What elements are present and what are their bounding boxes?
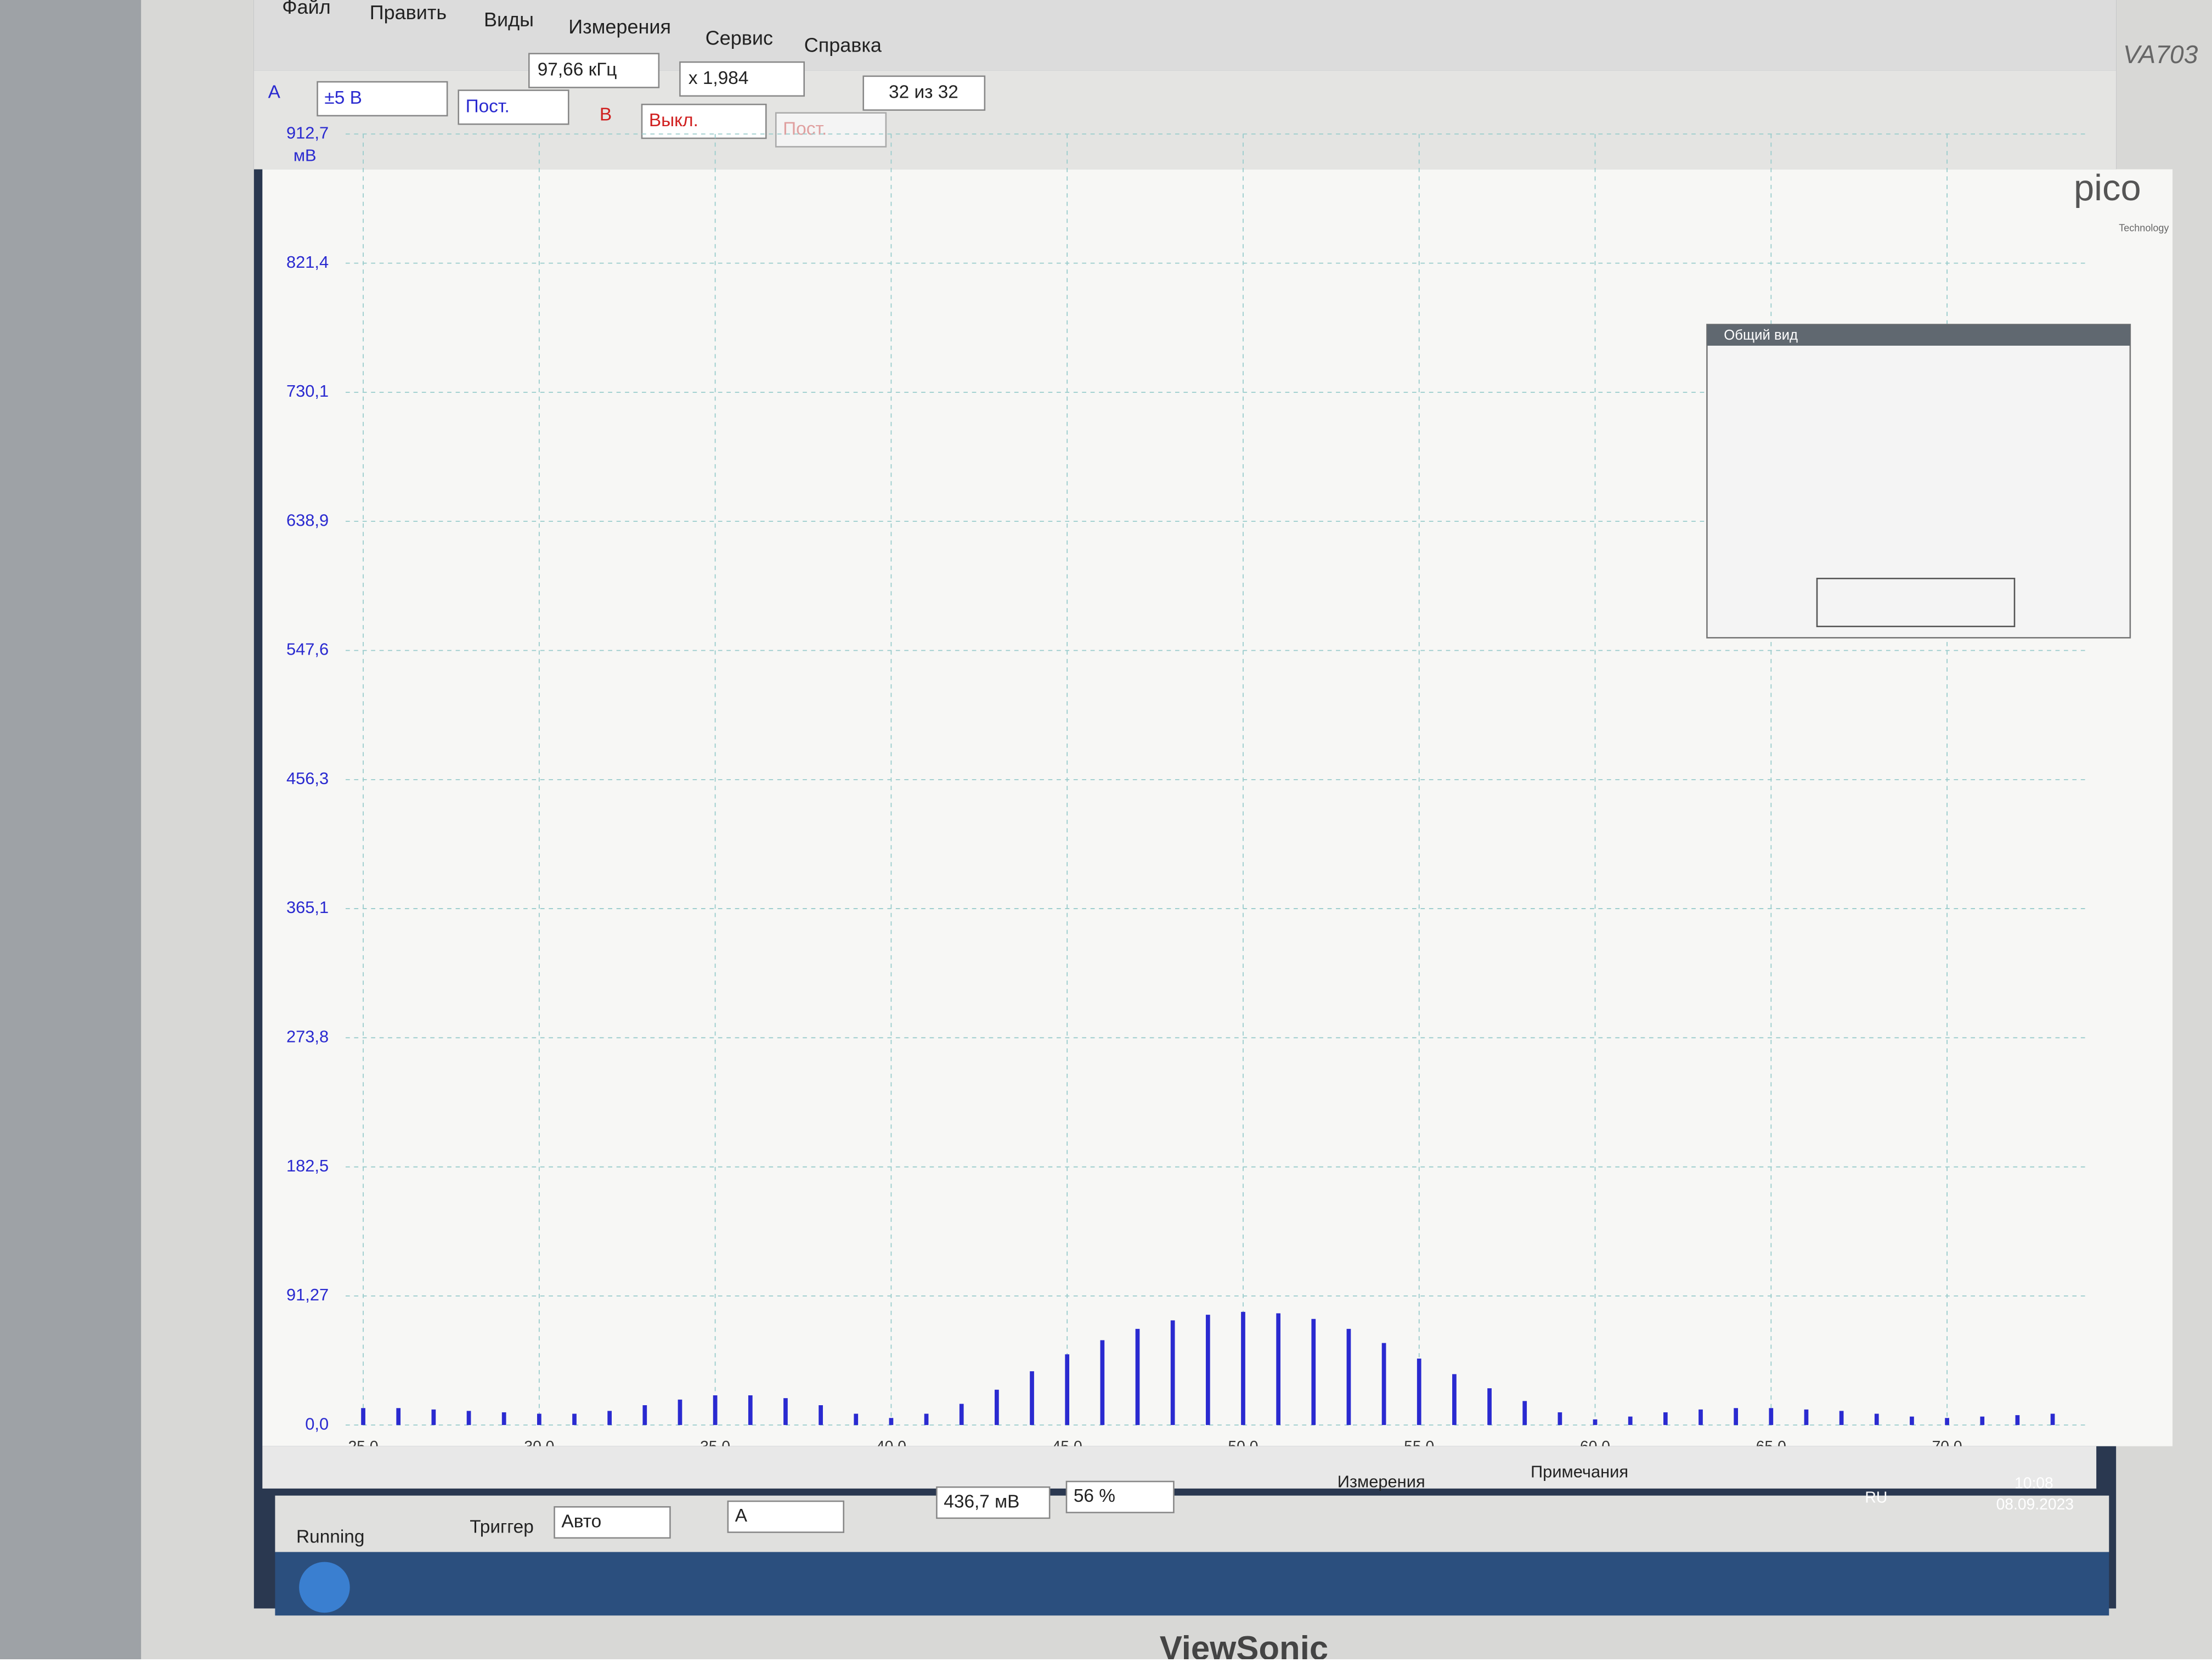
menu-item[interactable]: Измерения	[568, 15, 671, 38]
trigger-mode-box[interactable]	[554, 1506, 671, 1539]
trigger-level[interactable]: 436,7 мВ	[944, 1491, 1019, 1512]
y-tick-label: 0,0	[305, 1414, 329, 1433]
trigger-bar	[275, 1495, 2109, 1552]
zoom-box[interactable]	[679, 61, 805, 97]
range-a[interactable]: ±5 В	[324, 88, 362, 108]
y-tick-label: 273,8	[286, 1027, 329, 1046]
pretrigger[interactable]: 56 %	[1074, 1486, 1115, 1506]
plot-statusbar	[262, 1446, 2097, 1489]
channel-a[interactable]: A	[268, 82, 281, 103]
overview-titlebar	[1707, 324, 2130, 346]
y-tick-label: 182,5	[286, 1156, 329, 1175]
menu-item[interactable]: Файл	[282, 0, 331, 18]
menu-item[interactable]: Виды	[484, 8, 534, 31]
pretrigger-box[interactable]	[1065, 1480, 1175, 1513]
language[interactable]: RU	[1865, 1488, 1887, 1506]
run-state: Running	[296, 1527, 364, 1547]
y-tick-label: 638,9	[286, 510, 329, 529]
taskbar	[275, 1552, 2109, 1616]
y-tick-label: 730,1	[286, 381, 329, 401]
measurements[interactable]: Измерения	[1338, 1472, 1425, 1491]
y-tick-label: 456,3	[286, 769, 329, 788]
trigger-level-box[interactable]	[936, 1486, 1051, 1519]
y-tick-label: 912,7	[286, 123, 329, 142]
overview-window	[1706, 324, 2131, 639]
range-a-box[interactable]	[317, 81, 448, 117]
y-tick-label: 821,4	[286, 252, 329, 272]
notes[interactable]: Примечания	[1531, 1462, 1628, 1481]
y-tick-label: 91,27	[286, 1285, 329, 1304]
start-button[interactable]	[299, 1562, 350, 1613]
coupling-a[interactable]: Пост.	[466, 96, 510, 116]
channel-b[interactable]: B	[600, 105, 612, 125]
menu-item[interactable]: Править	[370, 1, 447, 24]
overview-viewport[interactable]	[1816, 578, 2016, 627]
range-b[interactable]: Выкл.	[649, 110, 698, 131]
timebase[interactable]: 97,66 кГц	[538, 59, 617, 80]
overview-title: Общий вид	[1724, 328, 1798, 343]
trigger-channel[interactable]: A	[735, 1506, 748, 1526]
model: VA703	[2123, 40, 2198, 69]
buffer-box[interactable]	[862, 75, 986, 111]
menu-item[interactable]: Сервис	[706, 27, 773, 49]
y-axis-unit: мВ	[294, 146, 317, 165]
zoom[interactable]: x 1,984	[689, 68, 749, 88]
logo: pico	[2074, 167, 2141, 209]
buffer[interactable]: 32 из 32	[889, 82, 958, 103]
logo-sub: Technology	[2119, 222, 2169, 233]
menu-item[interactable]: Справка	[804, 33, 882, 56]
coupling-b[interactable]: Пост.	[783, 119, 827, 139]
clock-time: 10:08	[2015, 1474, 2053, 1492]
range-b-box[interactable]	[641, 104, 767, 139]
coupling-a-box[interactable]	[458, 89, 569, 125]
trigger-channel-box[interactable]	[727, 1500, 845, 1533]
y-tick-label: 365,1	[286, 898, 329, 917]
monitor-brand: ViewSonic	[1160, 1630, 1329, 1659]
trigger-label: Триггер	[470, 1517, 534, 1537]
y-tick-label: 547,6	[286, 640, 329, 659]
timebase-box[interactable]	[528, 53, 660, 88]
coupling-b-box[interactable]	[775, 112, 887, 148]
trigger-mode[interactable]: Авто	[561, 1511, 601, 1531]
clock-date: 08.09.2023	[1996, 1495, 2074, 1513]
